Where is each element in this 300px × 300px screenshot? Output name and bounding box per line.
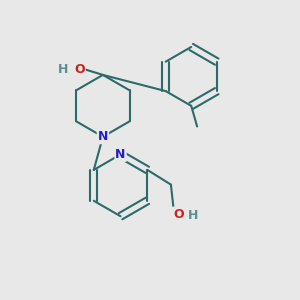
Text: O: O: [74, 62, 85, 76]
Text: N: N: [116, 148, 126, 161]
Text: N: N: [98, 130, 108, 143]
Text: O: O: [173, 208, 184, 220]
Text: H: H: [58, 62, 68, 76]
Text: H: H: [188, 209, 198, 222]
